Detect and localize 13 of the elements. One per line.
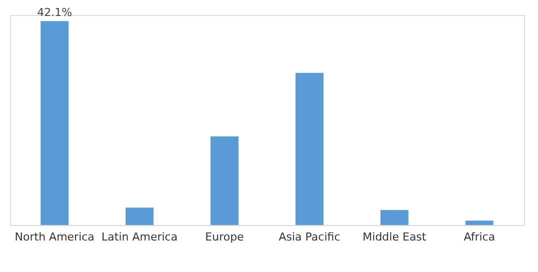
x-tick-label: Latin America — [102, 230, 178, 244]
bar — [210, 136, 239, 225]
x-tick-label: Asia Pacific — [278, 230, 340, 244]
bar — [380, 210, 408, 225]
x-tick-label: Europe — [205, 230, 244, 244]
x-tick-label: North America — [14, 230, 94, 244]
bar — [40, 21, 69, 225]
x-tick-label: Middle East — [362, 230, 427, 244]
x-tick-label: Africa — [464, 230, 496, 244]
bar — [295, 72, 324, 225]
bar — [465, 220, 494, 225]
bar — [126, 208, 154, 225]
data-label: 42.1% — [37, 6, 72, 20]
